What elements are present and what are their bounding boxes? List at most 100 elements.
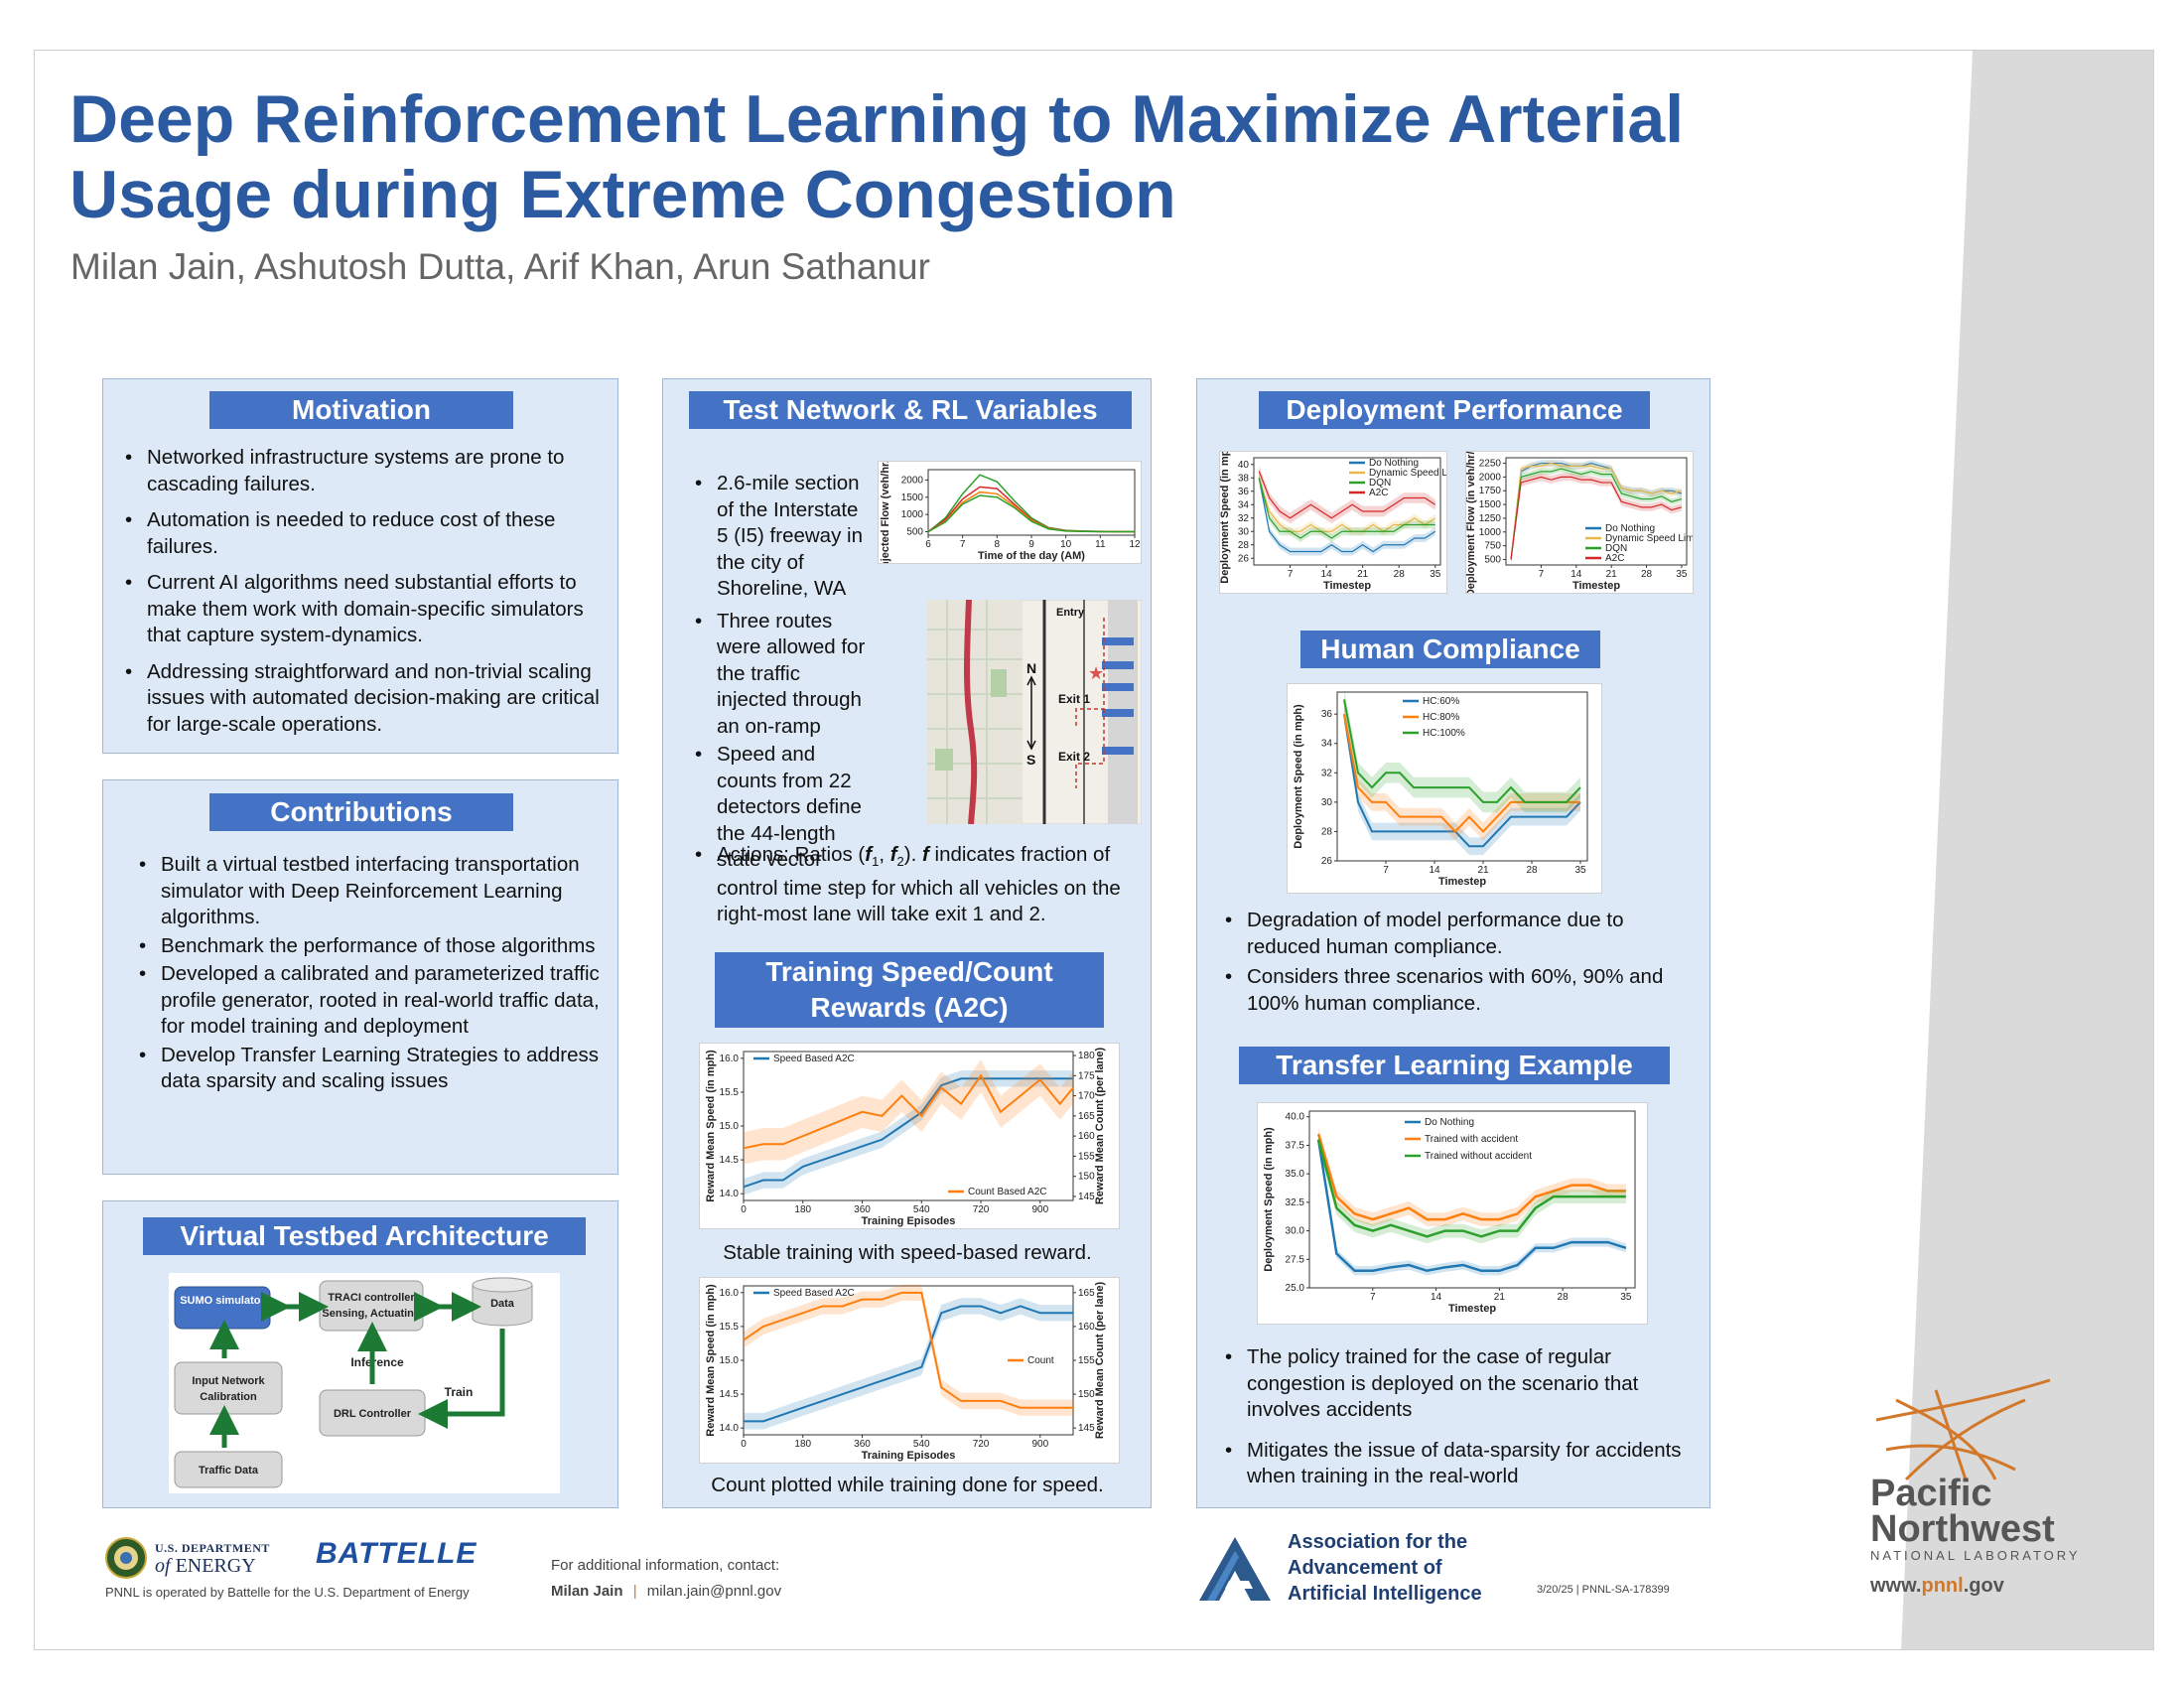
x-tick-label: 360 — [854, 1439, 871, 1450]
y-tick-label: 32.5 — [1286, 1197, 1305, 1208]
y-tick-label: 30.0 — [1286, 1226, 1305, 1237]
traci-label-2: Sensing, Actuating — [322, 1308, 420, 1320]
x-axis-label: Training Episodes — [862, 1450, 956, 1462]
training-heading: Training Speed/Count Rewards (A2C) — [715, 952, 1104, 1028]
y-tick-label: 500 — [906, 527, 923, 538]
series-band — [744, 1298, 1073, 1430]
x-tick-label: 540 — [913, 1204, 930, 1215]
x-tick-label: 11 — [1095, 539, 1106, 550]
legend-label: Dynamic Speed Limit — [1369, 468, 1446, 479]
legend-label: HC:80% — [1423, 712, 1459, 723]
x-tick-label: 28 — [1526, 865, 1538, 876]
y-axis-label: Deployment Speed (in mph) — [1220, 452, 1231, 584]
x-tick-label: 900 — [1031, 1439, 1048, 1450]
aaai-line-3: Artificial Intelligence — [1288, 1583, 1482, 1605]
y-tick-label: 1500 — [1479, 499, 1502, 510]
series-band — [1344, 689, 1580, 813]
x-tick-label: 10 — [1060, 539, 1072, 550]
x-tick-label: 720 — [973, 1439, 990, 1450]
deploy-flow-chart: 7 14 21 28 35 500 750 1000 1250 1500 1750 2000 2250 T… — [1465, 451, 1694, 594]
x-tick-label: 35 — [1676, 569, 1688, 580]
document-id: 3/20/25 | PNNL-SA-178399 — [1537, 1584, 1670, 1596]
detector-markers — [1102, 637, 1134, 755]
series-band — [1511, 473, 1682, 564]
y-tick-label: 14.0 — [720, 1189, 740, 1199]
pnnl-website[interactable]: www.pnnl.gov — [1870, 1575, 2004, 1597]
x-axis-label: Timestep — [1448, 1303, 1496, 1315]
x-axis-label: Timestep — [1438, 876, 1486, 888]
x-tick-label: 21 — [1357, 569, 1369, 580]
legend-label: Trained without accident — [1425, 1151, 1532, 1162]
contact-email[interactable]: milan.jain@pnnl.gov — [646, 1583, 782, 1600]
battelle-logo: BATTELLE — [316, 1537, 478, 1570]
data-label: Data — [490, 1298, 515, 1310]
count-while-speed-chart: 0 180 360 540 720 900 14.0 14.5 15.0 15.5 16.0 Trai… — [699, 1277, 1120, 1464]
legend-label: Speed Based A2C — [773, 1288, 855, 1299]
x-axis-label: Time of the day (AM) — [978, 550, 1085, 562]
compliance-svg: 7 14 21 28 35 26 28 30 32 34 36 Timestep Deployment … — [1293, 689, 1588, 888]
series-band — [1259, 474, 1435, 543]
operated-by-text: PNNL is operated by Battelle for the U.S… — [105, 1585, 470, 1600]
injected-flow-chart: 6 7 8 9 10 11 12 500 1000 1500 2000 Time of the day… — [878, 461, 1142, 564]
series-line — [1510, 476, 1683, 560]
test-network-heading: Test Network & RL Variables — [689, 391, 1132, 429]
x-axis-label: Timestep — [1572, 580, 1620, 592]
y2-tick-label: 145 — [1078, 1423, 1095, 1434]
x-tick-label: 180 — [794, 1204, 811, 1215]
x-tick-label: 35 — [1574, 865, 1586, 876]
map-exit2-label: Exit 2 — [1058, 750, 1090, 764]
x-tick-label: 0 — [741, 1204, 747, 1215]
x-tick-label: 12 — [1129, 539, 1141, 550]
legend-label: DQN — [1369, 478, 1391, 489]
map-south-label: S — [1026, 752, 1035, 768]
training-caption-1: Stable training with speed-based reward. — [723, 1241, 1092, 1264]
test-network-bullet: Speed and counts from 22 detectors defin… — [693, 742, 872, 874]
x-tick-label: 7 — [1370, 1292, 1376, 1303]
legend-label: DQN — [1605, 543, 1627, 554]
contributions-list: Built a virtual testbed interfacing tran… — [137, 852, 604, 1097]
results-panel: Deployment Performance 7 14 21 28 35 26 28 30 32… — [1196, 378, 1710, 1508]
map-entry-label: Entry — [1056, 607, 1085, 619]
legend-label: HC:100% — [1423, 728, 1465, 739]
transfer-list: The policy trained for the case of regul… — [1223, 1344, 1690, 1500]
y-tick-label: 34 — [1321, 739, 1333, 750]
series-line — [1316, 1133, 1626, 1221]
x-tick-label: 28 — [1641, 569, 1653, 580]
legend-label: HC:60% — [1423, 696, 1459, 707]
sumo-label: SUMO simulator — [180, 1295, 265, 1307]
speed-reward-chart: 0 180 360 540 720 900 14.0 14.5 15.0 15.5 16.0 Trai… — [699, 1043, 1120, 1229]
test-network-panel: Test Network & RL Variables 2.6-mile sec… — [662, 378, 1152, 1508]
transfer-chart: 7 14 21 28 35 25.0 27.5 30.0 32.5 35.0 37.5 40.0 Tim… — [1257, 1102, 1648, 1325]
compliance-heading: Human Compliance — [1300, 631, 1600, 668]
legend-label: Do Nothing — [1425, 1117, 1474, 1128]
y-tick-label: 16.0 — [720, 1054, 740, 1064]
injected-flow-svg: 6 7 8 9 10 11 12 500 1000 1500 2000 Time of the day… — [880, 462, 1141, 563]
map-exit1-label: Exit 1 — [1058, 692, 1090, 706]
calibration-label-1: Input Network — [192, 1375, 265, 1387]
pnnl-wordmark: Pacific Northwest NATIONAL LABORATORY — [1870, 1475, 2081, 1565]
freeway-i5 — [964, 600, 978, 824]
x-tick-label: 0 — [741, 1439, 747, 1450]
y2-tick-label: 180 — [1078, 1051, 1095, 1061]
series-line — [1258, 478, 1436, 553]
compliance-bullet: Degradation of model performance due to … — [1223, 908, 1690, 960]
legend-label: Count — [1027, 1355, 1054, 1366]
y2-tick-label: 165 — [1078, 1111, 1095, 1122]
x-tick-label: 21 — [1477, 865, 1489, 876]
y-tick-label: 26 — [1238, 553, 1250, 564]
x-tick-label: 28 — [1558, 1292, 1570, 1303]
legend-label: A2C — [1369, 488, 1388, 498]
sumo-box — [174, 1286, 271, 1330]
poster-title: Deep Reinforcement Learning to Maximize … — [69, 81, 1837, 232]
y-tick-label: 14.5 — [720, 1155, 740, 1166]
contribution-bullet: Built a virtual testbed interfacing tran… — [137, 852, 604, 931]
y-tick-label: 15.5 — [720, 1322, 740, 1333]
legend-label: Speed Based A2C — [773, 1054, 855, 1064]
series-line — [1258, 471, 1436, 519]
y2-tick-label: 155 — [1078, 1151, 1095, 1162]
x-tick-label: 180 — [794, 1439, 811, 1450]
train-label: Train — [445, 1385, 474, 1399]
contributions-panel: Contributions Built a virtual testbed in… — [102, 779, 618, 1175]
y-tick-label: 40 — [1238, 460, 1250, 471]
y-axis-label: Deployment Flow (in veh/hr/lane) — [1466, 452, 1477, 593]
